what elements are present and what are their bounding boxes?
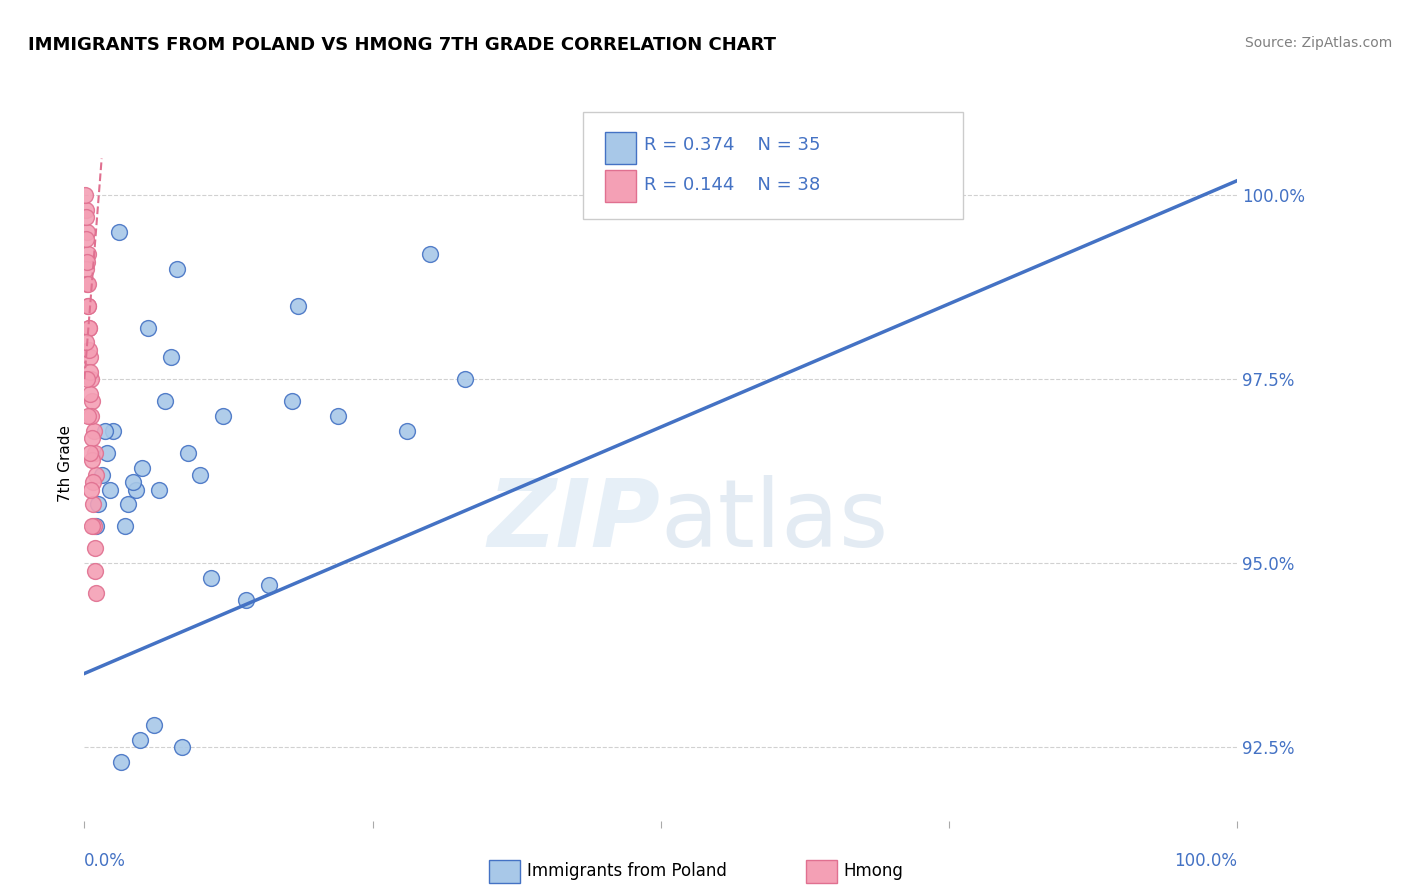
Point (419, 247, 441, 261)
Point (98, 483, 121, 497)
Point (80, 519, 103, 533)
Point (84, 585, 107, 599)
Point (160, 350, 183, 364)
Point (128, 732, 150, 747)
Point (454, 372, 477, 386)
Point (76, 247, 98, 261)
Point (200, 571, 222, 585)
Point (77, 299, 100, 313)
Point (77, 320, 100, 334)
Point (82, 394, 104, 409)
Point (396, 424, 419, 438)
Point (76, 254, 98, 268)
Point (84, 467, 107, 482)
Point (125, 483, 148, 497)
Text: Hmong: Hmong (844, 863, 904, 880)
Point (281, 394, 304, 409)
Point (83, 519, 105, 533)
Point (82, 453, 104, 467)
Point (114, 519, 136, 533)
Point (110, 755, 132, 769)
Point (79, 365, 101, 379)
Point (142, 718, 165, 732)
Point (76, 277, 98, 291)
Text: IMMIGRANTS FROM POLAND VS HMONG 7TH GRADE CORRELATION CHART: IMMIGRANTS FROM POLAND VS HMONG 7TH GRAD… (28, 36, 776, 54)
Point (166, 261, 188, 276)
Point (80, 372, 103, 386)
Point (177, 446, 200, 460)
Point (80, 409, 103, 423)
Point (79, 387, 101, 401)
Point (82, 475, 104, 490)
Point (188, 467, 211, 482)
Point (73, 188, 96, 202)
Point (121, 475, 143, 490)
Point (82, 497, 104, 511)
Point (172, 740, 194, 755)
Point (76, 225, 98, 239)
Point (80, 483, 103, 497)
Point (77, 343, 100, 357)
Text: Source: ZipAtlas.com: Source: ZipAtlas.com (1244, 36, 1392, 50)
Point (117, 497, 139, 511)
Point (76, 277, 98, 291)
Text: atlas: atlas (661, 475, 889, 567)
Point (148, 483, 170, 497)
Point (76, 372, 98, 386)
Point (96, 446, 118, 460)
Point (235, 593, 257, 607)
Point (257, 578, 280, 592)
Text: 0.0%: 0.0% (84, 852, 127, 870)
Point (75, 261, 97, 276)
Text: R = 0.374    N = 35: R = 0.374 N = 35 (644, 136, 821, 153)
Text: ZIP: ZIP (488, 475, 661, 567)
Point (592, 188, 614, 202)
Point (75, 232, 97, 246)
Point (75, 202, 97, 217)
Point (83, 541, 105, 556)
Point (83, 424, 105, 438)
Point (108, 225, 131, 239)
Point (77, 320, 100, 334)
Point (77, 409, 100, 423)
Point (75, 211, 97, 225)
Point (84, 564, 107, 578)
Point (326, 409, 349, 423)
Point (84, 519, 107, 533)
Point (75, 335, 97, 350)
Text: Immigrants from Poland: Immigrants from Poland (527, 863, 727, 880)
Point (90, 467, 112, 482)
Point (77, 299, 100, 313)
Text: R = 0.144    N = 38: R = 0.144 N = 38 (644, 176, 820, 194)
Point (80, 431, 103, 445)
Point (136, 320, 159, 334)
Point (79, 446, 101, 460)
Point (287, 299, 309, 313)
Point (103, 424, 124, 438)
Point (131, 460, 153, 475)
Text: 100.0%: 100.0% (1174, 852, 1237, 870)
Y-axis label: 7th Grade: 7th Grade (58, 425, 73, 502)
Point (211, 409, 233, 423)
Point (153, 394, 176, 409)
Point (94, 424, 117, 438)
Point (87, 497, 110, 511)
Point (79, 350, 101, 364)
Point (83, 446, 105, 460)
